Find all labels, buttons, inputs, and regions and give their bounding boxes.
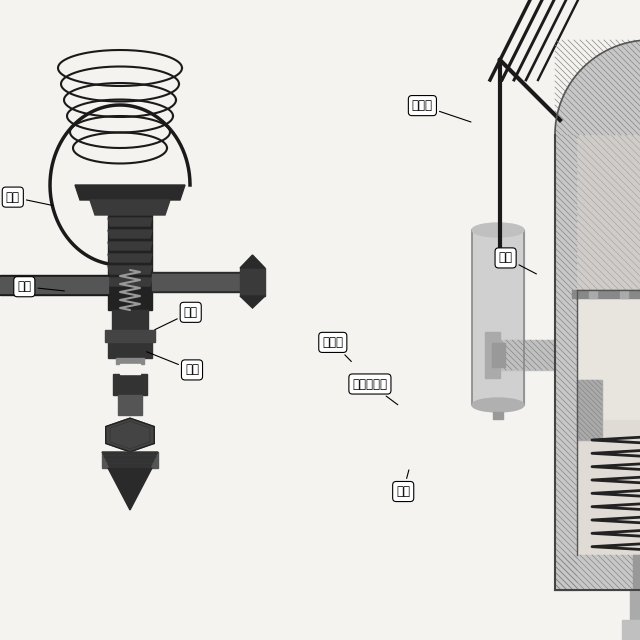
Polygon shape xyxy=(108,278,152,286)
Polygon shape xyxy=(500,340,555,370)
Bar xyxy=(577,380,602,440)
Polygon shape xyxy=(108,464,152,467)
Text: 感温包: 感温包 xyxy=(323,336,351,362)
Polygon shape xyxy=(75,185,185,200)
Polygon shape xyxy=(630,590,640,630)
Polygon shape xyxy=(108,254,152,262)
Polygon shape xyxy=(105,330,155,342)
Ellipse shape xyxy=(472,398,524,412)
Polygon shape xyxy=(108,342,152,358)
Polygon shape xyxy=(572,290,640,298)
Text: 节口: 节口 xyxy=(6,191,53,205)
Polygon shape xyxy=(240,268,265,296)
Bar xyxy=(555,40,640,135)
Ellipse shape xyxy=(472,223,524,237)
Polygon shape xyxy=(622,620,640,640)
Polygon shape xyxy=(102,452,158,455)
Polygon shape xyxy=(116,358,144,364)
Polygon shape xyxy=(108,242,152,250)
Polygon shape xyxy=(152,274,250,290)
Text: 弹簧: 弹簧 xyxy=(499,252,536,274)
Text: 弹簧: 弹簧 xyxy=(17,280,65,293)
Polygon shape xyxy=(485,332,500,378)
Polygon shape xyxy=(108,230,152,238)
Polygon shape xyxy=(106,460,154,463)
Polygon shape xyxy=(577,380,602,440)
Polygon shape xyxy=(492,343,505,367)
Bar xyxy=(500,340,555,370)
Polygon shape xyxy=(577,420,640,565)
Polygon shape xyxy=(108,215,152,310)
Polygon shape xyxy=(493,412,503,419)
Text: 膜片: 膜片 xyxy=(396,470,410,498)
Polygon shape xyxy=(120,364,140,374)
Polygon shape xyxy=(589,290,597,298)
Polygon shape xyxy=(108,266,152,274)
Polygon shape xyxy=(152,272,255,292)
Bar xyxy=(555,555,640,590)
Polygon shape xyxy=(108,468,152,510)
Polygon shape xyxy=(240,296,265,308)
Polygon shape xyxy=(90,200,170,215)
Polygon shape xyxy=(632,555,640,610)
Polygon shape xyxy=(106,418,154,452)
Polygon shape xyxy=(472,230,524,405)
Polygon shape xyxy=(240,255,265,268)
Text: 调节口: 调节口 xyxy=(412,99,471,122)
Polygon shape xyxy=(0,277,108,293)
Polygon shape xyxy=(108,218,152,226)
Text: 入口: 入口 xyxy=(155,306,198,330)
Polygon shape xyxy=(102,452,158,468)
Polygon shape xyxy=(577,135,640,555)
Polygon shape xyxy=(620,290,627,298)
Polygon shape xyxy=(104,456,156,459)
Polygon shape xyxy=(555,555,640,590)
Polygon shape xyxy=(555,135,577,590)
Text: 阀芯: 阀芯 xyxy=(147,352,199,376)
Polygon shape xyxy=(577,135,640,290)
Bar xyxy=(577,135,640,290)
Polygon shape xyxy=(112,310,148,330)
Polygon shape xyxy=(118,395,142,415)
Polygon shape xyxy=(0,275,108,295)
Polygon shape xyxy=(113,374,147,395)
Bar xyxy=(555,135,577,590)
Wedge shape xyxy=(555,40,640,135)
Text: 连接蒸发器: 连接蒸发器 xyxy=(353,378,398,404)
